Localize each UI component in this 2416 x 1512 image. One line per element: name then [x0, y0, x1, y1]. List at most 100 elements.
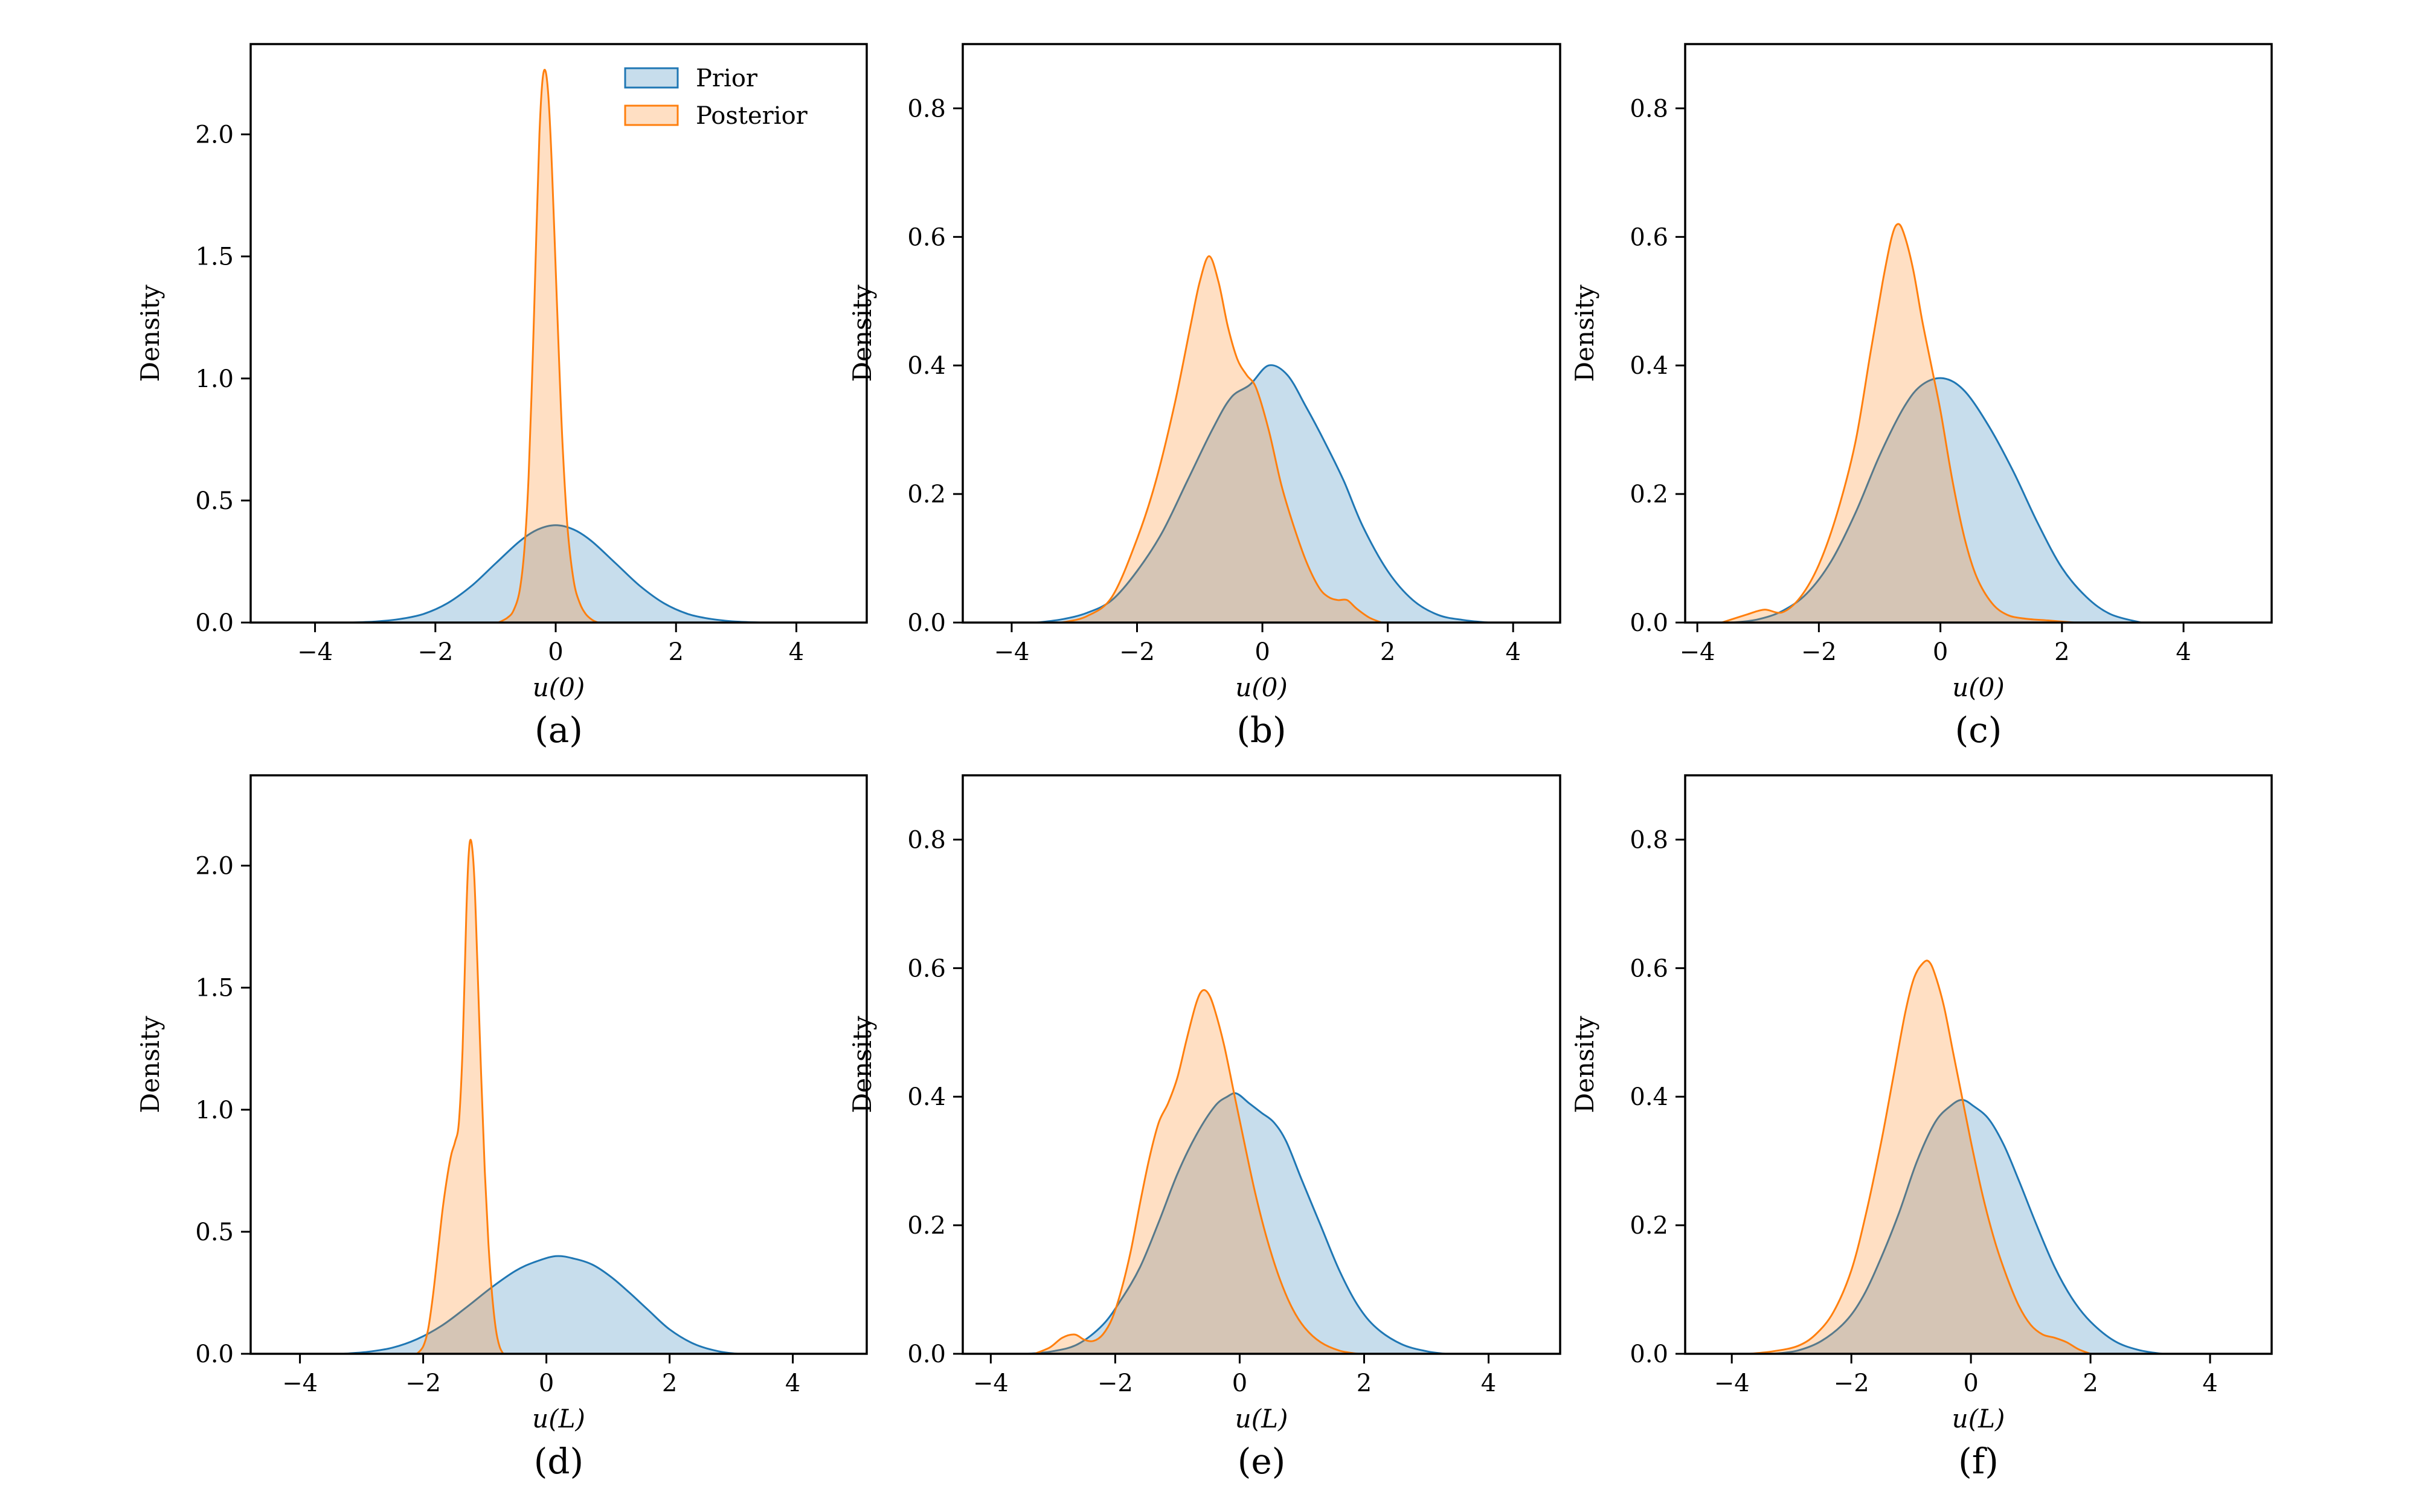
- panel-caption-f: (f): [1958, 1441, 1999, 1482]
- curves-b: [1036, 255, 1489, 623]
- posterior-area-e: [1034, 990, 1358, 1354]
- y-axis-label-d: Density: [135, 1016, 165, 1113]
- posterior-area-b: [1062, 256, 1382, 623]
- y-tick-label-e: 0.8: [907, 826, 946, 854]
- y-tick-label-e: 0.4: [907, 1083, 946, 1111]
- x-tick-label-b: −2: [1119, 638, 1155, 666]
- y-tick-label-c: 0.0: [1630, 609, 1668, 637]
- x-tick-label-d: 2: [662, 1369, 677, 1397]
- panel-f: −4 −2 0 2 4 0.0 0.2 0.4 0.6 0.8 Density u(L) (f): [1570, 774, 2273, 1482]
- panel-d: −4 −2 0 2 4 0.0 0.5 1.0 1.5 2.0 Density u(L) (d): [135, 774, 868, 1482]
- x-tick-label-a: 4: [789, 638, 804, 666]
- panel-b: −4 −2 0 2 4 0.0 0.2 0.4 0.6 0.8 Density u(0) (b): [847, 43, 1561, 751]
- y-tick-label-c: 0.4: [1630, 352, 1668, 380]
- posterior-curve-d: [416, 839, 504, 1354]
- prior-curve-d: [342, 1255, 739, 1354]
- x-tick-label-e: 4: [1481, 1369, 1496, 1397]
- panel-caption-a: (a): [535, 710, 583, 751]
- x-tick-label-e: 2: [1357, 1369, 1372, 1397]
- x-axis-label-b: u(0): [1235, 673, 1288, 702]
- curves-a: [350, 69, 762, 623]
- prior-area-f: [1773, 1100, 2162, 1354]
- y-axis-label-f: Density: [1570, 1016, 1599, 1113]
- y-axis-label-a: Density: [135, 284, 165, 382]
- curves-c: [1720, 223, 2142, 623]
- x-tick-label-b: −4: [994, 638, 1029, 666]
- axes-box-d: [249, 774, 868, 1355]
- posterior-curve-a: [497, 69, 599, 623]
- x-tick-label-b: 4: [1505, 638, 1520, 666]
- x-axis-label-f: u(L): [1952, 1404, 2005, 1434]
- posterior-curve-f: [1749, 959, 2092, 1354]
- x-tick-label-d: −2: [405, 1369, 441, 1397]
- prior-area-c: [1733, 378, 2141, 623]
- legend-swatch-posterior: [624, 104, 679, 126]
- y-tick-label-b: 0.4: [907, 352, 946, 380]
- legend-swatch-prior: [624, 67, 679, 89]
- legend-label-posterior: Posterior: [696, 102, 808, 130]
- panel-caption-e: (e): [1238, 1441, 1286, 1482]
- posterior-curve-b: [1061, 255, 1383, 623]
- curves-f: [1749, 959, 2164, 1354]
- panel-c: −4 −2 0 2 4 0.0 0.2 0.4 0.6 0.8 Density u(0) (c): [1570, 43, 2273, 751]
- panel-caption-d: (d): [534, 1441, 583, 1482]
- y-tick-label-b: 0.8: [907, 95, 946, 123]
- y-tick-label-c: 0.8: [1630, 95, 1668, 123]
- panel-e: −4 −2 0 2 4 0.0 0.2 0.4 0.6 0.8 Density u(L) (e): [847, 774, 1561, 1482]
- posterior-curve-e: [1033, 989, 1359, 1354]
- panel-caption-b: (b): [1236, 710, 1286, 751]
- curves-e: [1027, 989, 1446, 1354]
- x-tick-label-f: −2: [1834, 1369, 1869, 1397]
- axes-box-c: [1684, 43, 2273, 624]
- x-axis-label-e: u(L): [1235, 1404, 1288, 1434]
- y-tick-label-d: 0.5: [195, 1219, 234, 1246]
- y-tick-label-a: 0.5: [195, 487, 234, 515]
- x-tick-label-c: 4: [2176, 638, 2191, 666]
- x-tick-label-e: 0: [1232, 1369, 1247, 1397]
- x-tick-label-e: −2: [1097, 1369, 1133, 1397]
- x-tick-label-f: 0: [1963, 1369, 1978, 1397]
- y-tick-label-e: 0.6: [907, 955, 946, 982]
- x-tick-label-d: 0: [539, 1369, 554, 1397]
- y-tick-label-e: 0.2: [907, 1212, 946, 1240]
- prior-curve-e: [1027, 1092, 1446, 1354]
- axes-box-a: [249, 43, 868, 624]
- y-tick-label-d: 2.0: [195, 853, 234, 880]
- x-axis-label-d: u(L): [532, 1404, 585, 1434]
- x-tick-label-b: 0: [1255, 638, 1270, 666]
- y-tick-label-a: 0.0: [195, 609, 234, 637]
- y-tick-label-d: 1.0: [195, 1097, 234, 1124]
- y-tick-label-f: 0.2: [1630, 1212, 1668, 1240]
- posterior-curve-c: [1720, 223, 2075, 623]
- x-tick-label-a: 2: [669, 638, 684, 666]
- x-tick-label-e: −4: [973, 1369, 1009, 1397]
- y-tick-label-d: 0.0: [195, 1341, 234, 1368]
- y-tick-label-f: 0.0: [1630, 1341, 1668, 1368]
- x-axis-label-c: u(0): [1952, 673, 2005, 702]
- axes-box-f: [1684, 774, 2273, 1355]
- y-tick-label-a: 1.5: [195, 243, 234, 271]
- x-tick-label-c: 0: [1933, 638, 1948, 666]
- y-tick-label-e: 0.0: [907, 1341, 946, 1368]
- x-tick-label-d: 4: [785, 1369, 800, 1397]
- axes-box-e: [962, 774, 1561, 1355]
- x-tick-label-a: −2: [417, 638, 453, 666]
- y-tick-label-b: 0.6: [907, 223, 946, 251]
- y-tick-label-f: 0.4: [1630, 1083, 1668, 1111]
- posterior-area-d: [417, 839, 504, 1354]
- axes-box-b: [962, 43, 1561, 624]
- prior-curve-f: [1773, 1099, 2164, 1354]
- prior-area-e: [1028, 1093, 1445, 1354]
- y-tick-label-b: 0.0: [907, 609, 946, 637]
- legend: Prior Posterior: [624, 65, 808, 130]
- prior-area-a: [351, 525, 760, 623]
- panel-a: −4 −2 0 2 4 0.0 0.5 1.0 1.5 2.0 Density u(0) (a): [135, 43, 868, 751]
- legend-label-prior: Prior: [696, 65, 758, 92]
- y-tick-label-a: 1.0: [195, 365, 234, 393]
- y-tick-label-f: 0.6: [1630, 955, 1668, 982]
- x-tick-label-a: 0: [548, 638, 563, 666]
- y-tick-label-d: 1.5: [195, 975, 234, 1002]
- prior-area-b: [1036, 365, 1488, 623]
- x-axis-label-a: u(0): [533, 673, 585, 702]
